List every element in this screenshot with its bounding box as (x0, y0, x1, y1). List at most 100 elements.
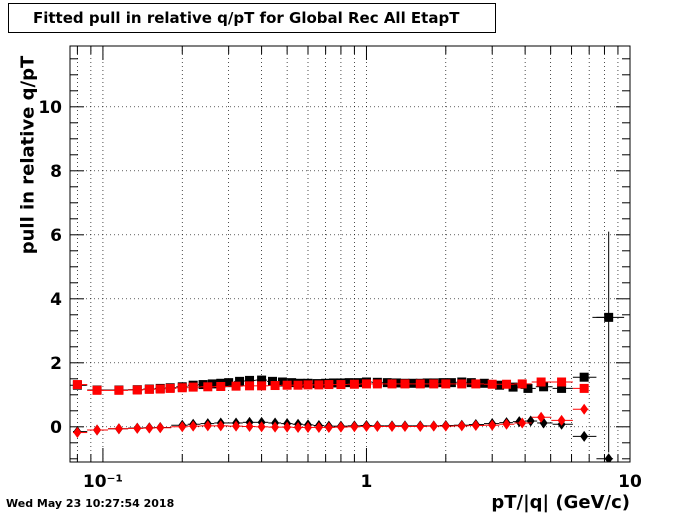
data-point (400, 379, 410, 389)
data-point (580, 430, 589, 442)
data-point (495, 380, 505, 390)
data-point (283, 421, 292, 433)
y-tick-label: 2 (50, 354, 62, 374)
data-point (72, 380, 82, 390)
data-point (271, 421, 280, 433)
data-point (526, 415, 535, 427)
data-point (155, 384, 165, 394)
data-point (270, 381, 280, 391)
data-point (441, 379, 451, 389)
series-2 (72, 377, 589, 395)
data-point (132, 385, 142, 395)
data-point (294, 421, 303, 433)
data-point (336, 380, 346, 390)
data-point (416, 420, 425, 432)
data-point (257, 421, 266, 433)
data-point (114, 385, 124, 395)
data-point (415, 379, 425, 389)
data-point (488, 419, 497, 431)
data-point (156, 422, 165, 434)
data-point (329, 378, 339, 388)
data-point (257, 375, 267, 385)
data-point (198, 380, 208, 390)
data-point (224, 378, 234, 388)
data-point (557, 377, 567, 387)
data-point (178, 421, 187, 433)
y-tick-label: 10 (38, 98, 62, 118)
data-point (145, 422, 154, 434)
data-point (579, 383, 589, 393)
series-3 (72, 403, 589, 439)
data-point (537, 411, 546, 423)
data-point (245, 381, 255, 391)
data-point (457, 379, 467, 389)
data-point (349, 379, 359, 389)
series-1 (72, 415, 614, 462)
data-point (539, 382, 549, 392)
data-point (188, 382, 198, 392)
data-point (344, 378, 354, 388)
data-point (231, 381, 241, 391)
data-point (144, 384, 154, 394)
data-point (446, 378, 456, 388)
data-point (557, 383, 567, 393)
data-point (361, 379, 371, 389)
data-point (400, 420, 409, 432)
data-point (362, 420, 371, 432)
data-point (471, 379, 481, 389)
data-point (479, 378, 489, 388)
chart-title: Fitted pull in relative q/pT for Global … (8, 3, 496, 33)
data-point (235, 376, 245, 386)
data-point (277, 377, 287, 387)
data-point (604, 312, 614, 322)
data-point (245, 420, 254, 432)
timestamp: Wed May 23 10:27:54 2018 (6, 497, 175, 510)
data-point (523, 383, 533, 393)
data-point (314, 421, 323, 433)
x-tick-label: 10 (618, 472, 642, 492)
data-point (216, 420, 225, 432)
data-point (203, 382, 213, 392)
data-point (557, 414, 566, 426)
data-point (216, 381, 226, 391)
data-point (245, 375, 255, 385)
data-point (177, 383, 187, 393)
data-point (508, 382, 518, 392)
data-point (257, 381, 267, 391)
y-axis-label: pull in relative q/pT (17, 55, 39, 255)
data-point (350, 421, 359, 433)
x-tick-label: 1 (361, 472, 373, 492)
data-point (422, 378, 432, 388)
y-tick-label: 8 (50, 162, 62, 182)
data-point (336, 421, 345, 433)
y-tick-label: 4 (50, 290, 62, 310)
data-point (73, 427, 82, 439)
data-point (203, 420, 212, 432)
data-point (536, 377, 546, 387)
data-point (114, 423, 123, 435)
data-point (282, 380, 292, 390)
data-point (232, 420, 241, 432)
data-point (92, 385, 102, 395)
data-point (579, 372, 589, 382)
data-point (324, 421, 333, 433)
data-point (487, 379, 497, 389)
data-point (303, 421, 312, 433)
data-point (314, 380, 324, 390)
data-point (303, 380, 313, 390)
data-point (580, 403, 589, 415)
data-point (324, 380, 334, 390)
data-point (373, 420, 382, 432)
data-point (388, 420, 397, 432)
data-point (293, 380, 303, 390)
x-axis-label: pT/|q| (GeV/c) (491, 492, 630, 513)
data-point (165, 383, 175, 393)
data-point (429, 420, 438, 432)
data-point (382, 378, 392, 388)
data-point (387, 379, 397, 389)
data-point (441, 420, 450, 432)
data-point (133, 422, 142, 434)
data-point (93, 424, 102, 436)
plot-frame (69, 45, 631, 463)
